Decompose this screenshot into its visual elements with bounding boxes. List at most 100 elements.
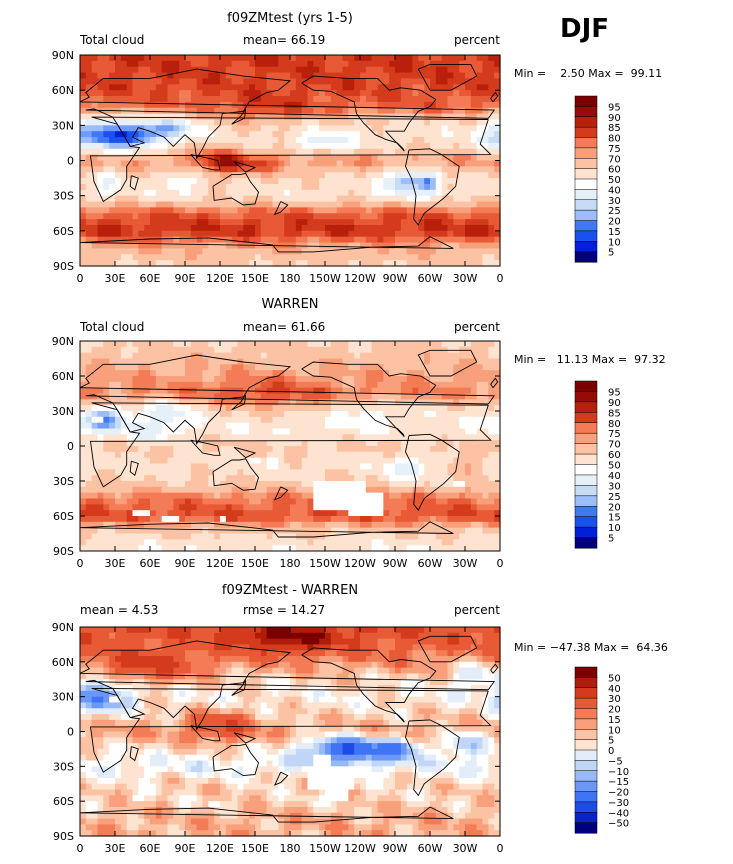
field-cell (260, 475, 268, 482)
field-cell (418, 236, 425, 244)
field-cell (231, 521, 239, 529)
field-cell (389, 195, 396, 203)
field-cell (150, 411, 157, 418)
field-cell (132, 166, 139, 173)
field-cell (138, 358, 145, 365)
field-cell (453, 248, 460, 255)
field-cell (476, 248, 484, 255)
field-cell (150, 207, 157, 214)
field-cell (418, 370, 425, 377)
field-cell (435, 78, 443, 85)
field-cell (400, 254, 408, 261)
field-cell (237, 55, 244, 62)
field-cell (400, 422, 408, 430)
field-cell (482, 387, 489, 395)
field-cell (342, 346, 349, 354)
field-cell (459, 387, 466, 395)
field-cell (167, 137, 174, 144)
field-cell (97, 84, 104, 91)
field-cell (482, 107, 489, 115)
field-cell (336, 207, 344, 214)
field-cell (272, 446, 279, 453)
field-cell (85, 446, 93, 453)
field-cell (120, 224, 128, 232)
field-cell (383, 422, 390, 430)
field-cell (272, 142, 279, 150)
field-cell (330, 55, 338, 62)
field-cell (307, 492, 314, 500)
field-cell (400, 411, 408, 418)
field-cell (406, 96, 414, 103)
field-cell (360, 376, 367, 383)
field-cell (91, 504, 99, 511)
field-cell (155, 154, 163, 162)
field-cell (465, 101, 472, 109)
field-cell (144, 131, 151, 138)
field-cell (482, 434, 489, 441)
field-cell (85, 96, 93, 103)
field-cell (371, 148, 379, 156)
field-cell (80, 131, 87, 138)
field-cell (383, 242, 390, 250)
field-cell (249, 224, 256, 232)
field-cell (167, 55, 174, 62)
field-cell (412, 451, 419, 459)
colorbar-label: 85 (608, 123, 621, 134)
field-cell (144, 230, 151, 238)
field-cell (249, 230, 256, 238)
field-cell (266, 160, 274, 167)
field-cell (377, 236, 384, 244)
field-cell (459, 201, 466, 208)
field-cell (220, 352, 227, 360)
field-cell (371, 55, 379, 62)
field-cell (109, 154, 116, 162)
coastline-6 (79, 236, 454, 253)
field-cell (155, 242, 163, 250)
field-cell (266, 119, 274, 126)
field-cell (365, 224, 373, 232)
field-cell (395, 440, 402, 447)
field-cell (91, 242, 99, 250)
colorbar-label: 70 (608, 154, 621, 165)
field-cell (80, 213, 87, 220)
field-cell (371, 142, 379, 150)
field-cell (150, 486, 157, 494)
field-cell (196, 248, 204, 255)
field-cell (120, 230, 128, 238)
field-cell (278, 381, 285, 389)
field-cell (85, 358, 93, 365)
field-cell (190, 96, 198, 103)
field-cell (453, 55, 460, 62)
field-cell (220, 113, 227, 121)
field-cell (150, 125, 157, 132)
field-cell (196, 137, 204, 144)
field-cell (103, 207, 110, 214)
field-cell (430, 405, 437, 412)
field-cell (126, 364, 134, 371)
field-cell (424, 440, 431, 447)
field-cell (202, 510, 209, 517)
field-cell (418, 341, 425, 348)
field-cell (389, 358, 396, 365)
field-cell (155, 510, 163, 517)
field-cell (435, 213, 443, 220)
colorbar-label: 25 (608, 206, 621, 217)
field-cell (307, 119, 314, 126)
field-cell (482, 254, 489, 261)
field-cell (412, 207, 419, 214)
field-cell (220, 504, 227, 511)
field-cell (237, 107, 244, 115)
field-cell (220, 154, 227, 162)
field-cell (295, 131, 303, 138)
field-cell (441, 381, 449, 389)
field-cell (290, 189, 297, 197)
field-cell (144, 172, 151, 179)
field-cell (482, 341, 489, 348)
field-cell (278, 457, 285, 465)
field-cell (272, 440, 279, 447)
field-cell (330, 492, 338, 500)
field-cell (185, 84, 192, 91)
field-cell (85, 236, 93, 244)
field-cell (476, 101, 484, 109)
field-cell (459, 381, 466, 389)
